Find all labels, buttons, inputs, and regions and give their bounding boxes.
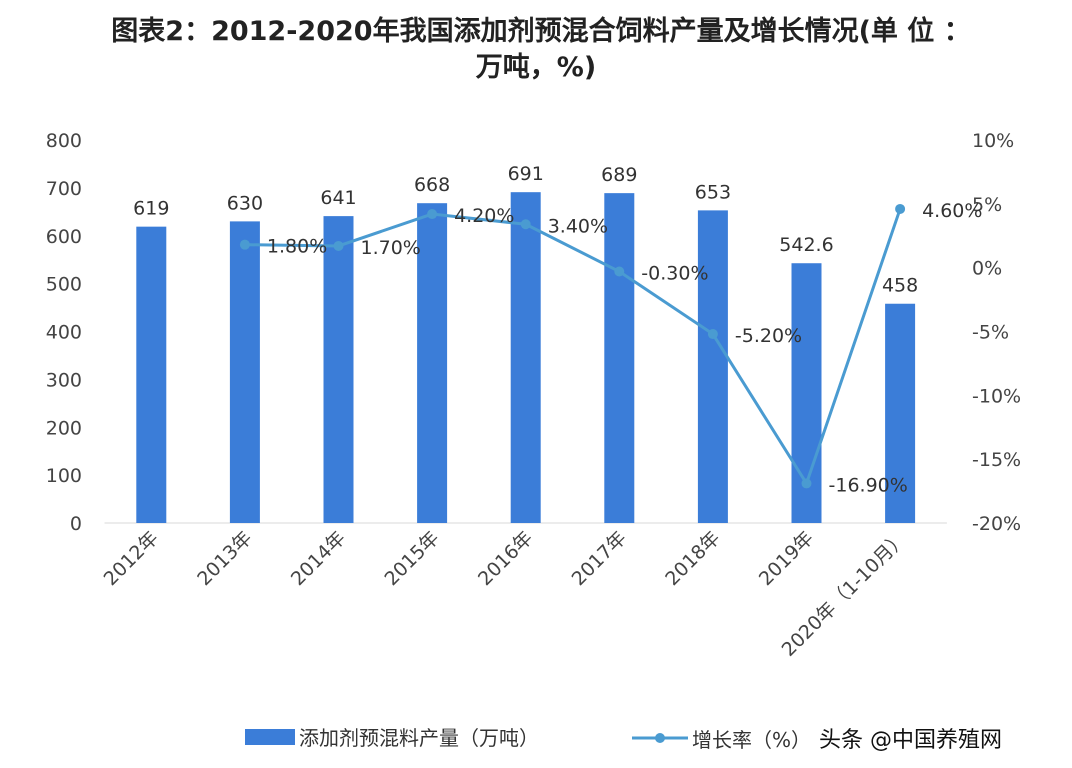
y-left-tick-label: 100 <box>46 465 82 487</box>
y-right-tick-label: 10% <box>972 130 1014 152</box>
line-marker <box>801 478 812 489</box>
y-left-tick-label: 400 <box>46 322 82 344</box>
bar-data-label: 458 <box>882 275 918 297</box>
legend-item-bar: 添加剂预混料产量（万吨） <box>245 722 539 751</box>
y-left-tick-label: 200 <box>46 417 82 439</box>
y-right-tick-label: 0% <box>972 258 1002 280</box>
bar <box>417 203 448 523</box>
x-tick-label: 2019年 <box>755 527 818 590</box>
line-data-label: 4.60% <box>922 200 982 222</box>
legend-bar-label: 添加剂预混料产量（万吨） <box>299 726 539 750</box>
line-marker <box>520 219 531 230</box>
y-left-tick-label: 700 <box>46 178 82 200</box>
line-data-label: 4.20% <box>454 205 514 227</box>
line-data-label: 1.70% <box>361 237 421 259</box>
x-tick-label: 2017年 <box>568 527 631 590</box>
bar-data-label: 691 <box>508 163 544 185</box>
bar <box>510 192 541 523</box>
line-marker <box>895 203 906 214</box>
legend-line-label: 增长率（%） <box>692 727 812 752</box>
legend-line-swatch <box>632 733 688 743</box>
y-right-tick-label: 5% <box>972 194 1002 216</box>
growth-line <box>244 208 902 487</box>
x-tick-label: 2015年 <box>380 527 443 590</box>
y-left-tick-label: 300 <box>46 369 82 391</box>
line-data-label: 1.80% <box>267 236 327 258</box>
line-marker <box>239 239 250 250</box>
watermark-text: 头条 @中国养殖网 <box>819 728 1003 753</box>
bar <box>229 221 260 523</box>
y-left-tick-label: 0 <box>70 513 82 535</box>
legend-item-line: 增长率（%） 头条 @中国养殖网 <box>632 722 1002 754</box>
x-tick-label: 2018年 <box>661 527 724 590</box>
x-tick-label: 2013年 <box>193 527 256 590</box>
bar-data-label: 668 <box>414 174 450 196</box>
y-right-tick-label: -15% <box>972 449 1021 471</box>
bar-data-label: 542.6 <box>779 234 833 256</box>
title-line-2: 万吨，%) <box>475 52 597 83</box>
bar-data-label: 689 <box>601 164 637 186</box>
y-left-tick-label: 500 <box>46 274 82 296</box>
line-data-label: -5.20% <box>735 325 802 347</box>
bar <box>604 193 635 524</box>
line-data-label: 3.40% <box>548 215 608 237</box>
y-left-tick-label: 800 <box>46 130 82 152</box>
bar-data-label: 641 <box>320 187 356 209</box>
y-right-tick-label: -5% <box>972 322 1009 344</box>
x-tick-label: 2016年 <box>474 527 537 590</box>
legend-bar-swatch <box>245 728 295 745</box>
y-left-tick-label: 600 <box>46 226 82 248</box>
line-marker <box>614 266 625 277</box>
y-right-tick-label: -10% <box>972 385 1021 407</box>
x-tick-label: 2014年 <box>287 527 350 590</box>
bar <box>697 210 728 523</box>
bar-data-label: 653 <box>695 181 731 203</box>
line-data-label: -0.30% <box>641 262 708 284</box>
bar-data-label: 630 <box>227 192 263 214</box>
title-line-1: 图表2：2012-2020年我国添加剂预混合饲料产量及增长情况(单 位 ： <box>111 16 971 47</box>
bar <box>885 303 916 523</box>
line-data-label: -16.90% <box>829 474 908 496</box>
chart-title: 图表2：2012-2020年我国添加剂预混合饲料产量及增长情况(单 位 ： 万吨… <box>0 14 1072 86</box>
bar <box>323 216 354 523</box>
y-right-tick-label: -20% <box>972 513 1021 535</box>
line-marker <box>707 329 718 340</box>
line-marker <box>333 240 344 251</box>
x-tick-label: 2012年 <box>100 527 163 590</box>
bar-data-label: 619 <box>133 198 169 220</box>
bar <box>136 226 167 523</box>
line-marker <box>427 209 438 220</box>
